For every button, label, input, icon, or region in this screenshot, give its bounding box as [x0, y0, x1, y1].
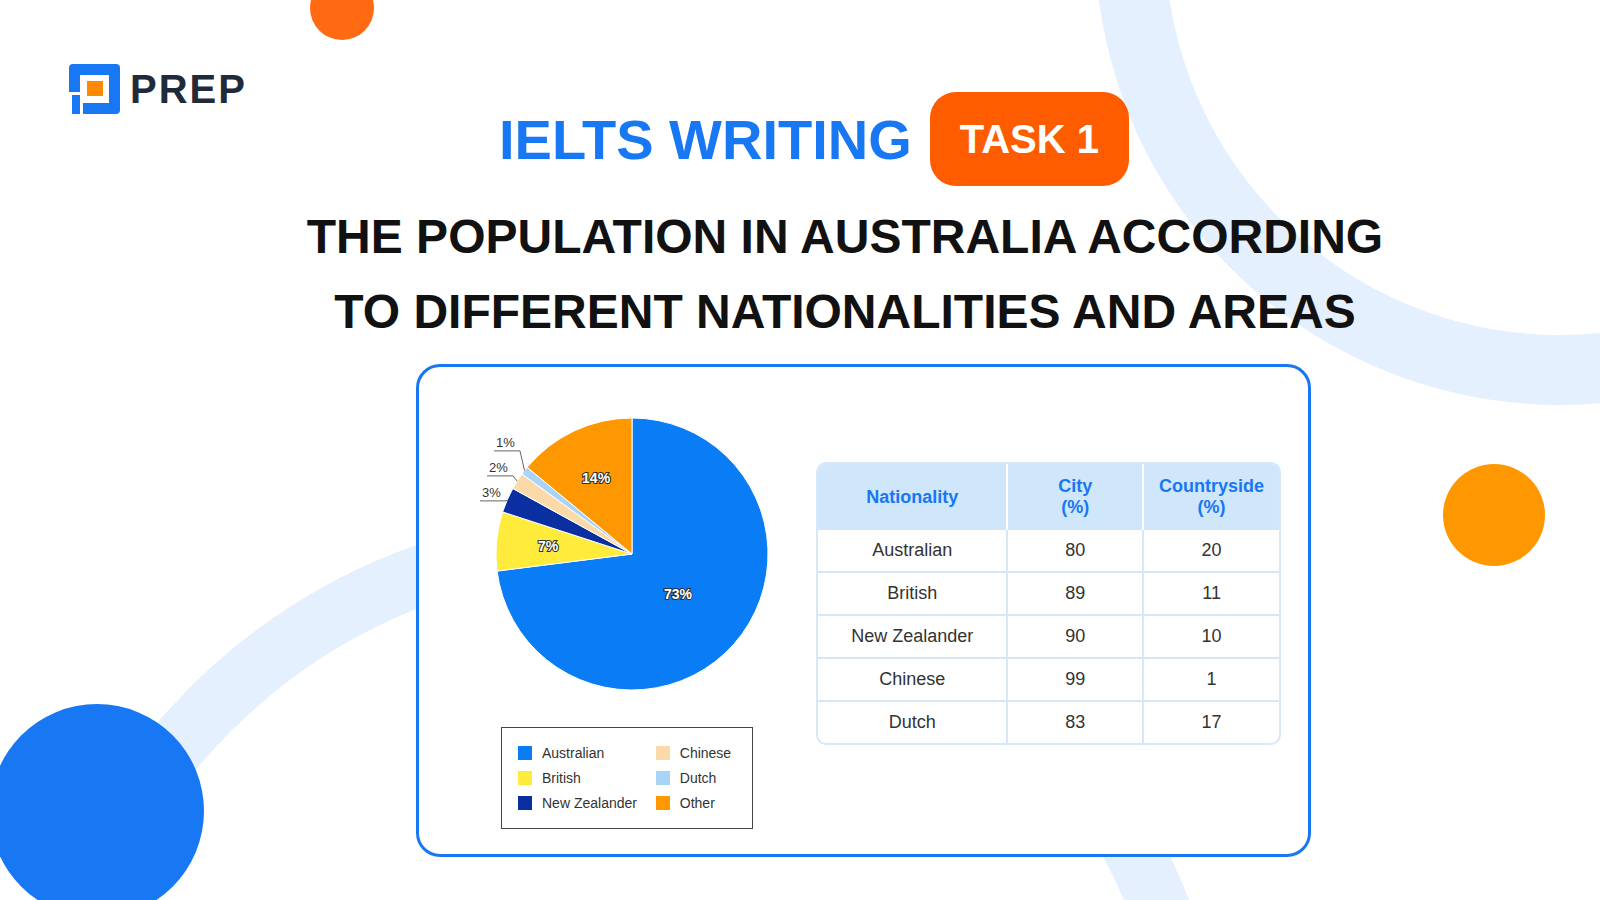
html-text:10: 10 [1201, 626, 1222, 646]
html-text:1: 1 [1206, 669, 1217, 689]
svg-text:3%: 3% [482, 485, 501, 500]
html-text:99: 99 [1065, 669, 1086, 689]
html-text:Dutch: Dutch [888, 712, 936, 732]
html-text:90: 90 [1065, 626, 1086, 646]
html-text:83: 83 [1065, 712, 1086, 732]
html-text:Australian: Australian [542, 744, 605, 761]
html-text:TASK 1: TASK 1 [959, 116, 1099, 161]
html-text:11: 11 [1202, 583, 1221, 603]
html-text:Chinese: Chinese [679, 744, 732, 761]
html-text:British: British [542, 770, 581, 786]
html-text:City (%): City (%) [1058, 476, 1093, 517]
html-text:New Zealander: New Zealander [851, 626, 974, 646]
svg-text:7%: 7% [538, 538, 559, 554]
html-text:89: 89 [1065, 583, 1086, 603]
html-text:THE POPULATION IN AUSTRALIA AC: THE POPULATION IN AUSTRALIA ACCORDING [306, 210, 1384, 263]
html-text:17: 17 [1201, 712, 1222, 732]
html-text:New Zealander: New Zealander [542, 795, 637, 812]
svg-text:1%: 1% [496, 435, 515, 450]
svg-text:2%: 2% [489, 460, 508, 475]
svg-text:14%: 14% [582, 470, 611, 486]
svg-text:73%: 73% [664, 586, 693, 602]
html-text:PREP: PREP [130, 67, 247, 111]
html-text:Australian: Australian [872, 540, 953, 560]
html-text:Chinese: Chinese [879, 669, 946, 689]
html-text:20: 20 [1201, 540, 1222, 560]
html-text:Other: Other [679, 795, 715, 812]
html-text:IELTS WRITING: IELTS WRITING [499, 107, 912, 171]
html-text:Dutch: Dutch [679, 770, 717, 786]
html-text:Countryside (%): Countryside (%) [1159, 476, 1265, 517]
html-text:80: 80 [1065, 540, 1086, 560]
html-text:TO DIFFERENT NATIONALITIES AND: TO DIFFERENT NATIONALITIES AND AREAS [334, 285, 1356, 338]
html-text:British: British [887, 583, 938, 603]
html-text:Nationality: Nationality [866, 486, 959, 507]
